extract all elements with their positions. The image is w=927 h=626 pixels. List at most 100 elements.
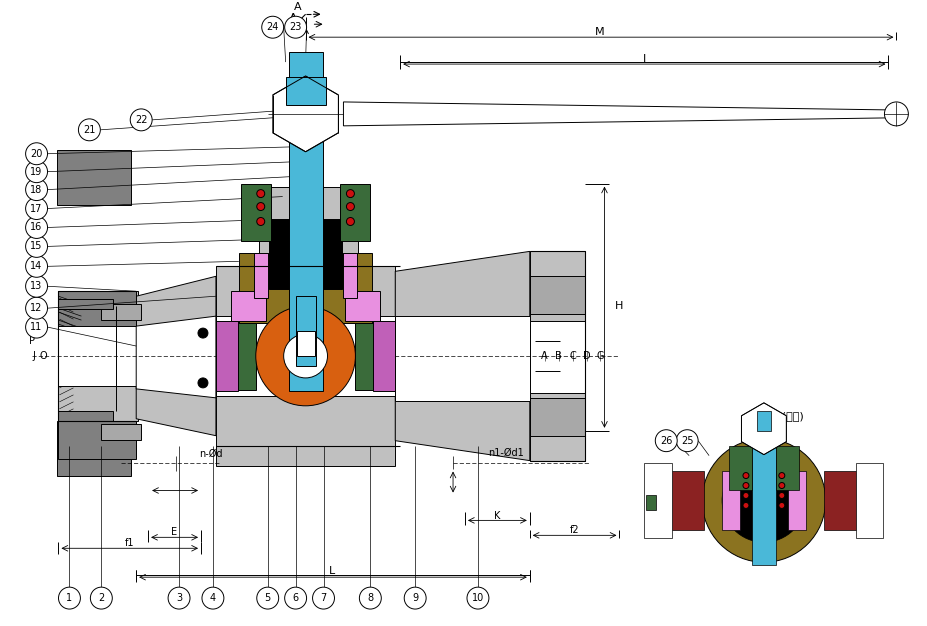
Circle shape bbox=[743, 473, 748, 478]
Circle shape bbox=[285, 587, 306, 609]
Text: K: K bbox=[493, 511, 500, 521]
Polygon shape bbox=[136, 316, 216, 398]
Circle shape bbox=[26, 297, 47, 319]
Text: 18: 18 bbox=[31, 185, 43, 195]
Bar bbox=[345, 291, 380, 321]
Bar bbox=[297, 331, 314, 356]
Polygon shape bbox=[395, 316, 529, 401]
Bar bbox=[58, 411, 113, 421]
Text: 22: 22 bbox=[134, 115, 147, 125]
Circle shape bbox=[58, 587, 81, 609]
Circle shape bbox=[79, 119, 100, 141]
Circle shape bbox=[90, 587, 112, 609]
Circle shape bbox=[26, 235, 47, 257]
Circle shape bbox=[130, 109, 152, 131]
Circle shape bbox=[346, 217, 354, 225]
Bar bbox=[57, 421, 131, 476]
Bar bbox=[855, 463, 883, 538]
Bar bbox=[751, 436, 775, 565]
Circle shape bbox=[26, 143, 47, 165]
Text: G: G bbox=[596, 351, 603, 361]
Text: 20: 20 bbox=[31, 149, 43, 159]
Circle shape bbox=[257, 190, 264, 198]
Circle shape bbox=[26, 178, 47, 200]
Circle shape bbox=[284, 334, 327, 378]
Circle shape bbox=[359, 587, 381, 609]
Text: A: A bbox=[294, 3, 301, 13]
Text: L: L bbox=[329, 566, 336, 576]
Bar bbox=[101, 304, 141, 320]
Circle shape bbox=[778, 483, 784, 488]
Text: O: O bbox=[40, 351, 47, 361]
Bar bbox=[58, 299, 113, 309]
Text: 3: 3 bbox=[176, 593, 182, 603]
Bar bbox=[645, 496, 655, 510]
Circle shape bbox=[26, 198, 47, 220]
Circle shape bbox=[778, 503, 784, 508]
Text: A: A bbox=[289, 12, 298, 25]
Bar bbox=[101, 424, 141, 439]
Circle shape bbox=[257, 203, 264, 210]
Bar bbox=[787, 471, 805, 530]
Bar bbox=[343, 254, 357, 298]
Text: 5: 5 bbox=[264, 593, 271, 603]
Text: 10: 10 bbox=[471, 593, 484, 603]
Bar bbox=[373, 321, 395, 391]
Text: 9: 9 bbox=[412, 593, 418, 603]
Circle shape bbox=[743, 503, 748, 508]
Circle shape bbox=[256, 306, 355, 406]
Bar bbox=[721, 471, 739, 530]
Circle shape bbox=[466, 587, 489, 609]
Text: n1-Ød1: n1-Ød1 bbox=[488, 448, 523, 458]
Text: D: D bbox=[582, 351, 590, 361]
Text: 12: 12 bbox=[31, 303, 43, 313]
Bar bbox=[297, 311, 314, 356]
Text: 8: 8 bbox=[367, 593, 373, 603]
Text: 14: 14 bbox=[31, 261, 43, 271]
Text: 15: 15 bbox=[31, 242, 43, 252]
Polygon shape bbox=[395, 252, 529, 461]
Bar bbox=[253, 254, 267, 298]
Text: 6: 6 bbox=[292, 593, 298, 603]
Text: 19: 19 bbox=[31, 167, 43, 177]
Bar bbox=[529, 276, 584, 314]
Circle shape bbox=[26, 217, 47, 239]
Circle shape bbox=[197, 378, 208, 388]
Text: 4: 4 bbox=[210, 593, 216, 603]
Circle shape bbox=[721, 459, 805, 542]
Circle shape bbox=[312, 587, 334, 609]
Text: 7: 7 bbox=[320, 593, 326, 603]
Circle shape bbox=[257, 587, 278, 609]
Bar bbox=[529, 321, 584, 393]
Bar bbox=[238, 254, 372, 323]
Bar bbox=[286, 77, 325, 105]
Circle shape bbox=[26, 275, 47, 297]
Text: n-Ød: n-Ød bbox=[198, 449, 222, 459]
Circle shape bbox=[257, 217, 264, 225]
Bar bbox=[259, 187, 358, 271]
Bar bbox=[57, 150, 131, 205]
Text: 17: 17 bbox=[31, 203, 43, 213]
Text: A-A(局部): A-A(局部) bbox=[763, 411, 804, 421]
Bar bbox=[529, 252, 584, 461]
Bar bbox=[231, 291, 265, 321]
Text: 1: 1 bbox=[67, 593, 72, 603]
Text: J: J bbox=[32, 351, 35, 361]
Text: 23: 23 bbox=[289, 22, 301, 32]
Circle shape bbox=[26, 161, 47, 183]
Circle shape bbox=[26, 316, 47, 338]
Text: B: B bbox=[554, 351, 562, 361]
Text: H: H bbox=[614, 301, 622, 311]
Bar bbox=[666, 471, 704, 530]
Text: 26: 26 bbox=[659, 436, 672, 446]
Bar bbox=[355, 323, 373, 390]
Bar bbox=[58, 291, 138, 421]
Text: f2: f2 bbox=[569, 525, 578, 535]
Circle shape bbox=[676, 429, 697, 451]
Bar bbox=[729, 446, 751, 491]
Text: E: E bbox=[171, 527, 177, 537]
Text: 24: 24 bbox=[266, 22, 279, 32]
Bar bbox=[216, 321, 237, 391]
Bar bbox=[529, 398, 584, 436]
Circle shape bbox=[778, 473, 784, 478]
